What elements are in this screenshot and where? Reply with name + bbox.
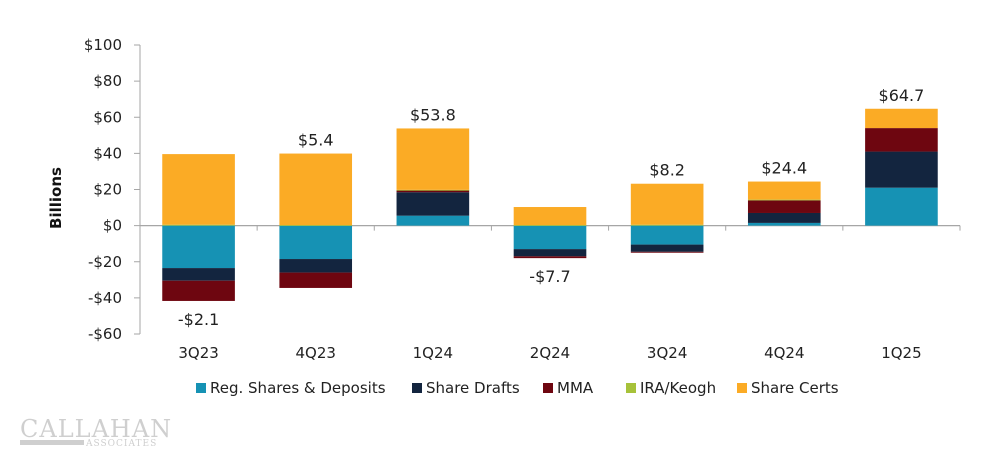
- bar-segment-mma: [865, 128, 938, 152]
- bar-segment-mma: [396, 190, 470, 193]
- bar-segment-mma: [630, 251, 704, 253]
- bar-segment-ira-keogh: [279, 225, 353, 226]
- legend-label: Share Certs: [751, 379, 839, 397]
- legend-item: Reg. Shares & Deposits: [196, 379, 386, 397]
- y-tick-label: $0: [103, 217, 122, 235]
- bar-segment-share-drafts: [396, 192, 470, 216]
- bar-segment-share-drafts: [747, 212, 821, 223]
- bar-segment-ira-keogh: [747, 199, 821, 201]
- callahan-logo: CALLAHAN ASSOCIATES: [20, 415, 172, 449]
- legend-swatch: [626, 383, 636, 393]
- bar-segment-mma: [747, 200, 821, 213]
- legend-item: Share Certs: [737, 379, 839, 397]
- legend-swatch: [196, 383, 206, 393]
- y-tick-label: $80: [93, 72, 122, 90]
- legend-label: Share Drafts: [426, 379, 520, 397]
- bar-segment-share-drafts: [513, 249, 587, 257]
- bar-segment-mma: [162, 280, 235, 301]
- x-tick-label: 3Q24: [647, 344, 687, 362]
- bar-segment-share-certs: [865, 108, 938, 129]
- legend-item: Share Drafts: [412, 379, 520, 397]
- bar-segment-share-certs: [747, 181, 821, 200]
- bar-segment-share-certs: [279, 153, 353, 226]
- x-tick-label: 1Q25: [881, 344, 921, 362]
- legend-item: MMA: [543, 379, 594, 397]
- x-tick-label: 4Q23: [295, 344, 335, 362]
- total-data-label: $5.4: [298, 131, 334, 150]
- legend-swatch: [543, 383, 553, 393]
- bar-segment-share-certs: [630, 183, 704, 225]
- total-data-label: $24.4: [761, 159, 807, 178]
- bar-segment-ira-keogh: [630, 224, 704, 226]
- y-tick-label: $100: [84, 36, 122, 54]
- bar-segment-ira-keogh: [396, 189, 470, 191]
- legend-label: MMA: [557, 379, 594, 397]
- logo-main-text: CALLAHAN: [20, 415, 172, 443]
- bar-segment-ira-keogh: [162, 224, 235, 226]
- bar-segment-reg-shares-deposits: [162, 225, 235, 269]
- legend-swatch: [412, 383, 422, 393]
- legend-label: Reg. Shares & Deposits: [210, 379, 386, 397]
- bar-segment-share-drafts: [865, 151, 938, 188]
- bar-segment-mma: [279, 272, 353, 288]
- bar-segment-reg-shares-deposits: [630, 225, 704, 245]
- logo-bar: [20, 440, 84, 445]
- total-data-label: -$2.1: [178, 310, 219, 329]
- bar-segment-share-certs: [396, 128, 470, 190]
- legend-item: IRA/Keogh: [626, 379, 716, 397]
- y-tick-label: $40: [93, 144, 122, 162]
- bar-segment-share-certs: [162, 154, 235, 225]
- total-data-label: $8.2: [649, 161, 685, 180]
- legend: Reg. Shares & Deposits Share Drafts MMA IRA…: [196, 379, 839, 397]
- bar-segment-reg-shares-deposits: [279, 225, 353, 260]
- total-data-label: -$7.7: [529, 267, 570, 286]
- bar-segment-mma: [513, 256, 587, 259]
- y-tick-label: -$40: [88, 289, 122, 307]
- x-tick-label: 3Q23: [178, 344, 218, 362]
- bar-segment-share-drafts: [162, 268, 235, 281]
- y-tick-label: $20: [93, 181, 122, 199]
- x-tick-label: 2Q24: [530, 344, 570, 362]
- total-data-label: $64.7: [879, 86, 925, 105]
- bar-segment-ira-keogh: [513, 225, 587, 226]
- bar-segment-reg-shares-deposits: [747, 222, 821, 226]
- y-tick-label: $60: [93, 108, 122, 126]
- bar-segment-share-drafts: [279, 259, 353, 273]
- x-tick-label: 4Q24: [764, 344, 804, 362]
- y-axis-label: Billions: [47, 167, 65, 229]
- y-tick-label: -$60: [88, 325, 122, 343]
- bar-segment-share-drafts: [630, 244, 704, 252]
- y-tick-label: -$20: [88, 253, 122, 271]
- logo-sub-text: ASSOCIATES: [85, 439, 157, 449]
- legend-label: IRA/Keogh: [640, 379, 716, 397]
- bar-segment-reg-shares-deposits: [865, 187, 938, 226]
- x-tick-label: 1Q24: [413, 344, 453, 362]
- legend-swatch: [737, 383, 747, 393]
- total-data-label: $53.8: [410, 105, 456, 124]
- bar-segment-share-certs: [513, 207, 587, 226]
- bar-segment-reg-shares-deposits: [513, 225, 587, 250]
- bar-segment-reg-shares-deposits: [396, 215, 470, 226]
